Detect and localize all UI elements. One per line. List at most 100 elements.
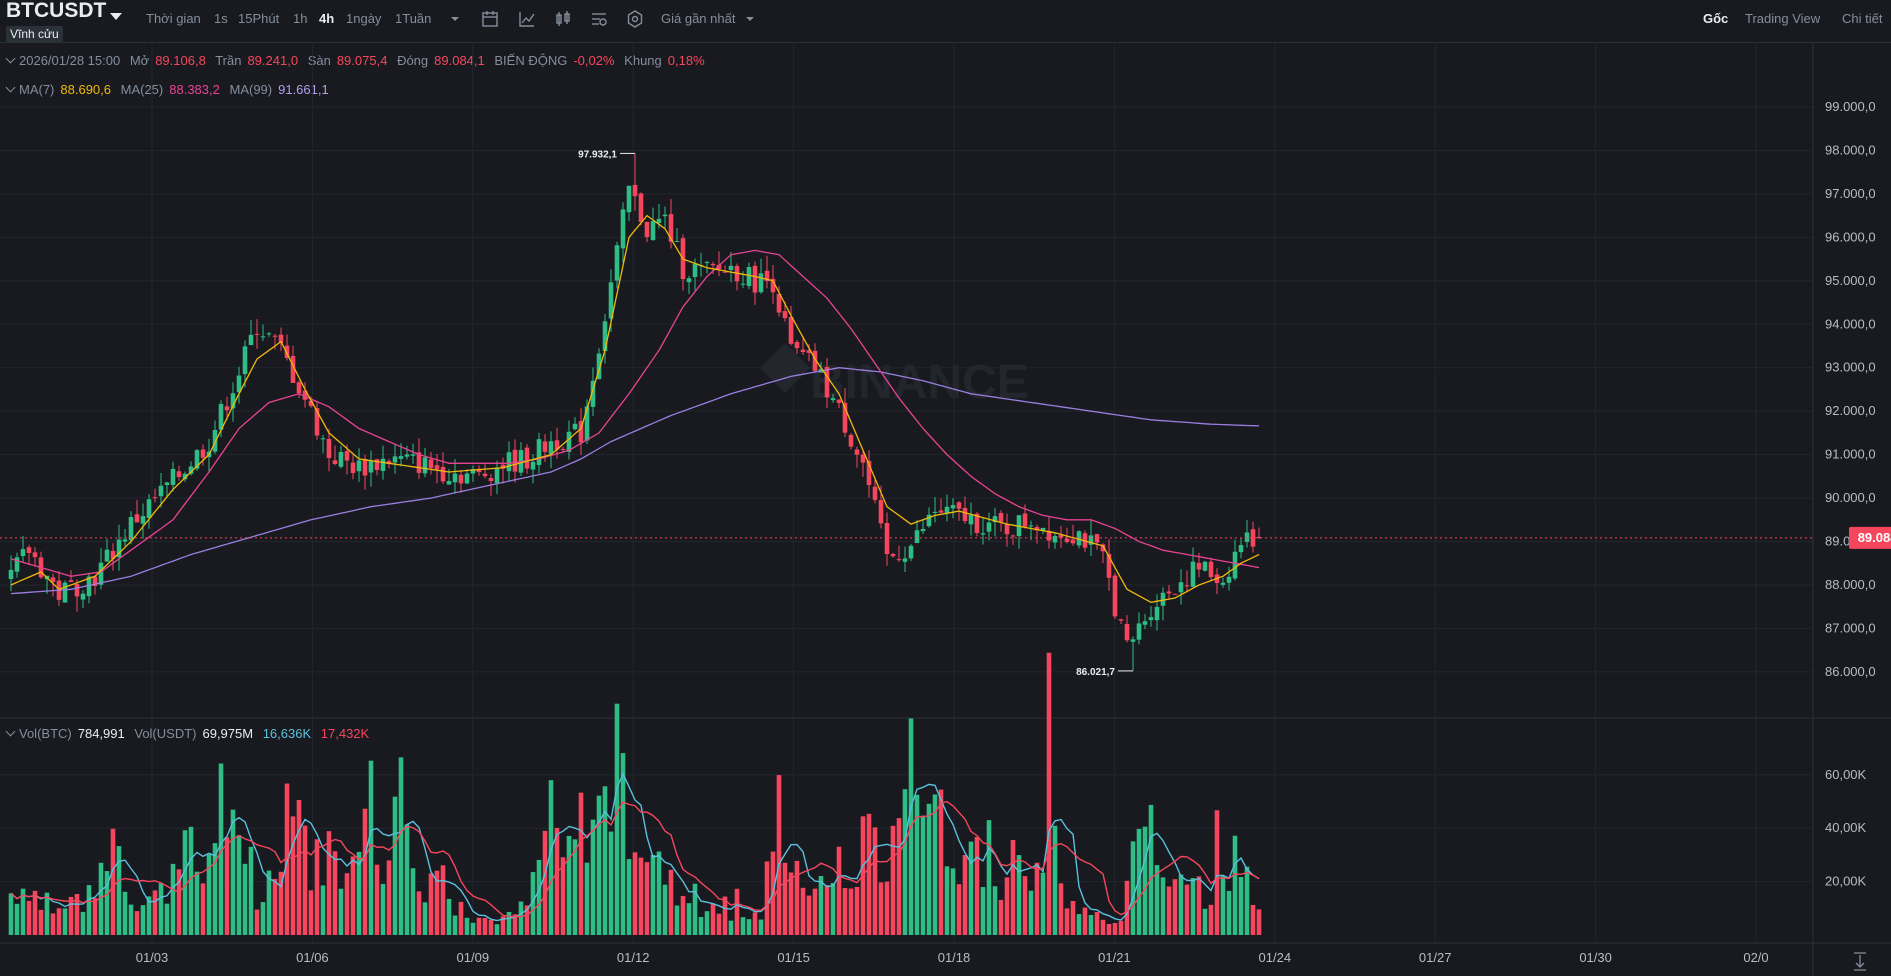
candle-body [116,539,122,558]
time-label: Thời gian [146,11,201,26]
candle-body [878,500,884,524]
volume-bar [1160,877,1166,935]
candle-body [842,402,848,433]
volume-bar [1028,890,1034,935]
volume-bar [968,841,974,935]
volume-bar [482,918,488,935]
candle-body [20,549,26,557]
volume-bar [662,884,668,935]
candle-body [1112,575,1118,617]
price-tick-label: 93.000,0 [1825,360,1876,375]
candle-body [1052,535,1058,543]
candle-type-icon[interactable] [553,9,573,29]
candle-body [950,505,956,509]
candle-body [1004,524,1010,535]
candle-body [1118,619,1124,621]
ma25-line [10,249,1260,577]
candle-body [344,451,350,461]
tab-details[interactable]: Chi tiết [1842,11,1883,26]
volume-bar [494,924,500,935]
candle-body [584,406,590,441]
range-value: 0,18% [667,53,705,68]
volume-bar [938,789,944,935]
volume-bar [950,868,956,935]
volume-bar [26,900,32,935]
more-intervals-chevron-icon[interactable] [445,9,465,29]
gear-icon[interactable] [625,9,645,29]
volume-bar [644,862,650,935]
candle-body [620,209,626,249]
volume-bar [1094,912,1100,935]
volume-bar [962,854,968,935]
volume-bar [998,899,1004,935]
volume-bar [896,818,902,935]
volume-bar [470,922,476,935]
candle-body [164,482,170,486]
volume-bar [530,872,536,935]
symbol-dropdown-icon[interactable] [110,13,122,20]
chart-settings-icon[interactable] [589,9,609,29]
volume-bar [80,911,86,935]
open-value: 89.106,8 [155,53,206,68]
interval-15m[interactable]: 15Phút [238,11,280,26]
volume-bar [440,865,446,935]
candle-body [230,393,236,409]
volume-bar [944,866,950,935]
volume-bar [356,851,362,935]
volume-bar [320,885,326,935]
symbol-title[interactable]: BTCUSDT [6,0,107,22]
interval-1s[interactable]: 1s [214,11,228,26]
volume-bar [926,803,932,935]
volume-bar [1202,908,1208,935]
volume-legend: Vol(BTC) 784,991 Vol(USDT) 69,975M 16,636K… [0,725,375,743]
interval-1w[interactable]: 1Tuần [395,11,432,26]
interval-1d[interactable]: 1ngày [346,11,382,26]
volume-bar [452,915,458,935]
candle-body [788,317,794,344]
candle-body [572,423,578,430]
volume-bar [272,878,278,935]
candle-body [956,502,962,509]
candle-body [416,452,422,473]
indicator-icon[interactable] [517,9,537,29]
candle-body [392,456,398,463]
change-value: -0,02% [573,53,615,68]
volume-bar [872,827,878,935]
volume-bar [1040,872,1046,935]
volume-bar [1124,880,1130,935]
candle-body [32,552,38,558]
low-annotation: 86.021,7 [1076,667,1115,678]
candle-datetime: 2026/01/28 15:00 [19,53,121,68]
volume-bar [566,835,572,935]
candle-body [1124,623,1130,641]
candle-body [302,390,308,400]
current-price-label: 89.084,1 [1858,530,1891,545]
volume-bar [422,902,428,935]
tab-original[interactable]: Gốc [1703,11,1729,26]
volume-bar [1154,865,1160,935]
ma-legend: MA(7) 88.690,6 MA(25) 88.383,2 MA(99) 91.66… [0,81,335,99]
candle-body [758,273,764,293]
price-type-select[interactable]: Giá gần nhất [661,11,736,26]
candle-body [1178,582,1184,593]
candlestick-chart[interactable]: BINANCE 97.932,1 86.021,7 99.000,0 98.000,0 9… [0,42,1891,976]
price-type-chevron-icon[interactable] [740,9,760,29]
volume-bar [884,881,890,935]
candle-body [974,513,980,534]
volume-bar [212,843,218,935]
interval-1h[interactable]: 1h [293,11,308,26]
interval-4h[interactable]: 4h [319,11,335,26]
volume-bar [392,796,398,935]
candle-body [782,311,788,319]
calendar-icon[interactable] [480,9,500,29]
volume-bar [1250,904,1256,935]
volume-bar [710,903,716,935]
candle-body [68,580,74,582]
tab-tradingview[interactable]: Trading View [1745,11,1821,26]
candle-body [182,473,188,480]
candle-body [800,349,806,352]
volume-bar [524,905,530,935]
price-tick-label: 98.000,0 [1825,142,1876,157]
candle-body [980,533,986,535]
volume-bar [308,890,314,935]
